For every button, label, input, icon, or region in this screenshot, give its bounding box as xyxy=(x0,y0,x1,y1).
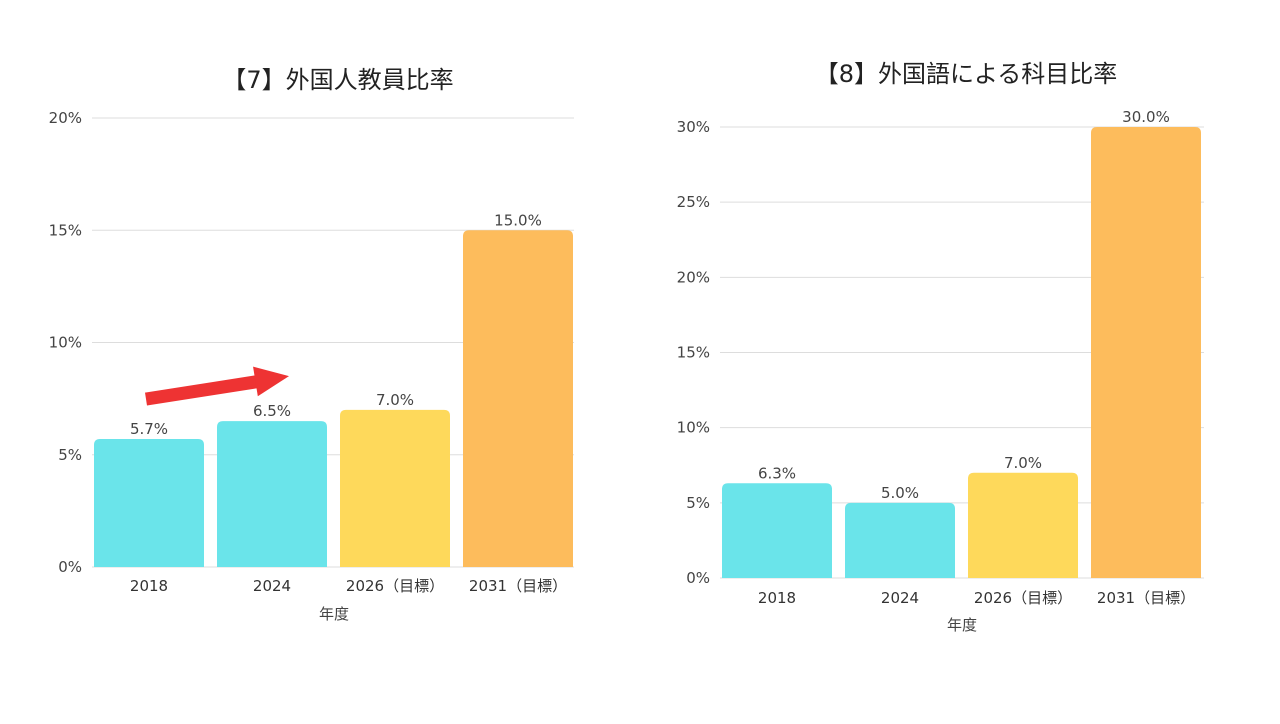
x-tick-label: 2026（目標） xyxy=(346,577,444,595)
data-label: 6.3% xyxy=(758,464,796,482)
data-label: 6.5% xyxy=(253,402,291,420)
x-axis-label: 年度 xyxy=(947,616,977,634)
y-tick-label: 15% xyxy=(49,221,82,239)
bar xyxy=(1091,127,1201,578)
x-tick-label: 2026（目標） xyxy=(974,589,1072,607)
y-tick-label: 25% xyxy=(677,193,710,211)
bar xyxy=(217,421,327,567)
y-tick-label: 15% xyxy=(677,344,710,362)
x-tick-label: 2031（目標） xyxy=(469,577,567,595)
trend-arrow-head xyxy=(253,366,289,397)
x-tick-label: 2018 xyxy=(758,589,796,607)
y-tick-label: 20% xyxy=(677,268,710,286)
data-label: 7.0% xyxy=(376,391,414,409)
bar xyxy=(463,230,573,567)
x-tick-label: 2018 xyxy=(130,577,168,595)
x-tick-label: 2031（目標） xyxy=(1097,589,1195,607)
y-tick-label: 20% xyxy=(49,109,82,127)
trend-arrow-shaft xyxy=(144,374,263,406)
data-label: 5.7% xyxy=(130,420,168,438)
y-tick-label: 30% xyxy=(677,118,710,136)
data-label: 15.0% xyxy=(494,211,542,229)
y-tick-label: 5% xyxy=(686,494,710,512)
data-label: 5.0% xyxy=(881,484,919,502)
chart-foreign-faculty-ratio: 【7】外国人教員比率 年度 0% 5% 10% 15% 20% 5.7% 2018 6.5% 2… xyxy=(0,0,640,720)
bar xyxy=(968,472,1078,578)
chart-foreign-language-svg: 【8】外国語による科目比率 年度 0% 5% 10% 15% 20% 25% 30% 6.3%… xyxy=(677,60,1204,634)
chart-foreign-faculty-svg: 【7】外国人教員比率 年度 0% 5% 10% 15% 20% 5.7% 2018 6.5% 2… xyxy=(49,66,574,623)
data-label: 30.0% xyxy=(1122,108,1170,126)
bar xyxy=(722,483,832,578)
y-tick-label: 5% xyxy=(58,446,82,464)
x-axis-label: 年度 xyxy=(319,605,349,623)
x-tick-label: 2024 xyxy=(881,589,919,607)
y-tick-label: 0% xyxy=(686,569,710,587)
chart-title: 【7】外国人教員比率 xyxy=(222,66,453,94)
x-tick-label: 2024 xyxy=(253,577,291,595)
bar xyxy=(845,502,955,578)
chart-title: 【8】外国語による科目比率 xyxy=(815,60,1118,88)
chart-foreign-language-course-ratio: 【8】外国語による科目比率 年度 0% 5% 10% 15% 20% 25% 30% 6.3%… xyxy=(640,0,1280,720)
data-label: 7.0% xyxy=(1004,454,1042,472)
bar xyxy=(340,409,450,567)
y-tick-label: 0% xyxy=(58,558,82,576)
bar xyxy=(94,439,204,567)
y-tick-label: 10% xyxy=(49,334,82,352)
y-tick-label: 10% xyxy=(677,419,710,437)
